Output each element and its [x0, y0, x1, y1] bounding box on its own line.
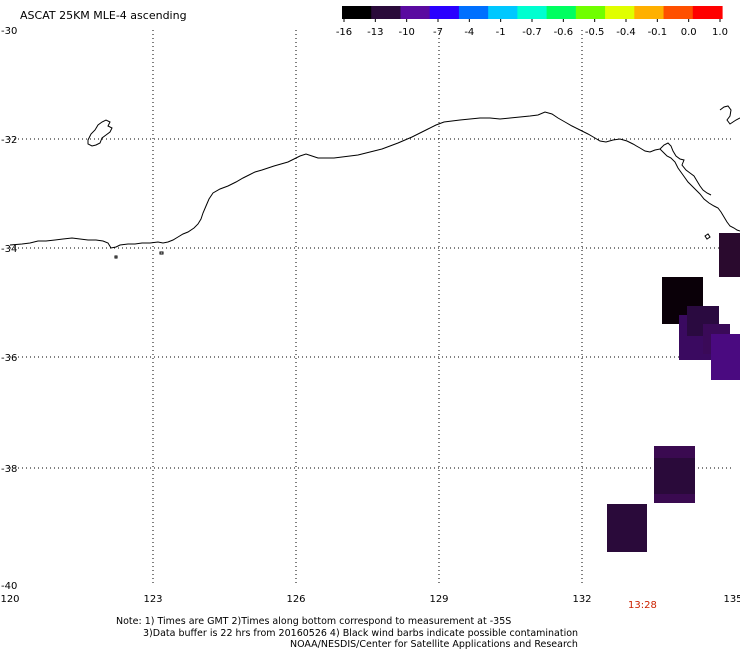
- colorbar-swatch: [429, 6, 460, 19]
- colorbar-label: -7: [433, 27, 443, 38]
- scatterometer-cells: [607, 233, 740, 552]
- note-line-2: 3)Data buffer is 22 hrs from 20160526 4)…: [143, 628, 579, 639]
- note-line-1: Note: 1) Times are GMT 2)Times along bot…: [116, 616, 512, 627]
- coastline: [9, 105, 740, 259]
- lon-tick-label: 126: [286, 594, 305, 605]
- note-line-3: NOAA/NESDIS/Center for Satellite Applica…: [290, 639, 578, 650]
- colorbar-label: -0.4: [616, 27, 636, 38]
- lat-tick-label: -32: [1, 135, 17, 146]
- lat-tick-label: -38: [1, 464, 17, 475]
- lat-tick-label: -40: [1, 581, 17, 592]
- colorbar-swatch: [575, 6, 606, 19]
- colorbar-swatch: [605, 6, 635, 19]
- lon-tick-label: 135: [723, 594, 740, 605]
- lon-tick-label: 120: [0, 594, 19, 605]
- colorbar-swatch: [692, 6, 723, 19]
- colorbar-swatch: [634, 6, 665, 19]
- colorbar-label: -0.1: [648, 27, 668, 38]
- data-cell: [654, 458, 695, 494]
- colorbar-label: -1: [496, 27, 506, 38]
- colorbar-swatch: [400, 6, 431, 19]
- island-dot-2: [159, 251, 164, 255]
- colorbar-swatch: [342, 6, 372, 19]
- data-cell: [719, 233, 740, 277]
- colorbar-label: -10: [398, 27, 414, 38]
- island-north: [87, 119, 113, 147]
- colorbar-swatch: [371, 6, 402, 19]
- lat-tick-label: -30: [1, 26, 17, 37]
- colorbar-swatch: [517, 6, 548, 19]
- lon-tick-label: 132: [572, 594, 591, 605]
- lat-lon-grid: [10, 30, 733, 585]
- colorbar-label: -4: [464, 27, 474, 38]
- lat-tick-label: -34: [1, 244, 17, 255]
- colorbar-swatch: [488, 6, 518, 19]
- data-cell: [711, 334, 740, 380]
- colorbar-label: 1.0: [712, 27, 728, 38]
- colorbar-label: 0.0: [681, 27, 697, 38]
- x-axis-labels: 120 123 126 129 132 135: [0, 594, 740, 605]
- pass-time-label: 13:28: [628, 600, 657, 611]
- coastline-mainland: [9, 111, 740, 249]
- lon-tick-label: 123: [143, 594, 162, 605]
- colorbar: -16 -13 -10 -7 -4 -1 -0.7 -0.6 -0.5 -0.4 -0.1 0.0 1.…: [336, 6, 728, 38]
- island-small-east: [704, 233, 711, 240]
- map-title: ASCAT 25KM MLE-4 ascending: [20, 9, 187, 22]
- colorbar-label: -0.7: [522, 27, 542, 38]
- colorbar-swatch: [546, 6, 577, 19]
- lon-tick-label: 129: [429, 594, 448, 605]
- coastline-east-edge: [719, 105, 740, 125]
- colorbar-swatch: [458, 6, 489, 19]
- colorbar-label: -16: [336, 27, 352, 38]
- colorbar-label: -0.6: [554, 27, 574, 38]
- colorbar-swatch: [663, 6, 694, 19]
- colorbar-label: -0.5: [585, 27, 605, 38]
- coastline-gulf-inlet: [659, 142, 712, 196]
- lat-tick-label: -36: [1, 353, 17, 364]
- island-dot-1: [114, 255, 118, 259]
- y-axis-labels: -30 -32 -34 -36 -38 -40: [1, 26, 17, 592]
- colorbar-label: -13: [367, 27, 383, 38]
- data-cell: [607, 504, 647, 552]
